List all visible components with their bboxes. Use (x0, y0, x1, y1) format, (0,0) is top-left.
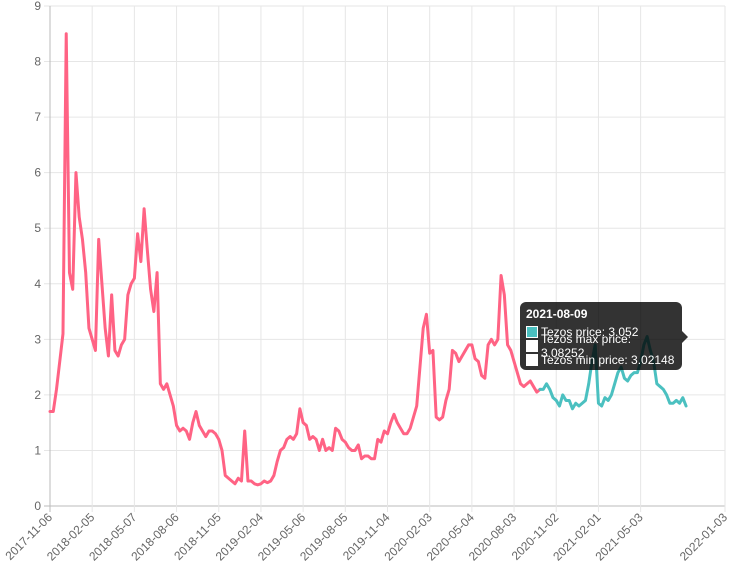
y-tick-label: 2 (34, 388, 41, 402)
tooltip-title: 2021-08-09 (526, 307, 588, 321)
y-tick-label: 8 (34, 55, 41, 69)
tooltip-swatch-max (526, 340, 538, 352)
series-line-0 (48, 32, 542, 487)
tooltip-label-price: Tezos price: 3.052 (541, 325, 639, 339)
tooltip-swatch-price (526, 326, 538, 338)
tooltip-label-max: Tezos max price: 3.08252 (541, 332, 632, 360)
y-tick-label: 4 (34, 277, 41, 291)
tooltip-swatch-min (526, 354, 538, 366)
tooltip-row-min: Tezos min price: 3.02148 (526, 353, 676, 367)
tooltip-row-max: Tezos max price: 3.08252 (526, 332, 676, 360)
tooltip: 2021-08-09 Tezos price: 3.052 Tezos max … (520, 302, 682, 370)
series-lines (48, 32, 688, 487)
grid (44, 5, 726, 512)
x-axis: 2017-11-062018-02-052018-05-072018-08-06… (2, 510, 730, 564)
x-tick-label: 2022-01-03 (677, 510, 731, 564)
series-line-1 (538, 335, 688, 411)
y-tick-label: 9 (34, 0, 41, 13)
tooltip-row-price: Tezos price: 3.052 (526, 325, 676, 339)
y-tick-label: 1 (34, 443, 41, 457)
y-tick-label: 0 (34, 499, 41, 513)
tooltip-label-min: Tezos min price: 3.02148 (541, 353, 675, 367)
tooltip-caret (682, 331, 688, 343)
y-tick-label: 3 (34, 332, 41, 346)
y-tick-label: 5 (34, 221, 41, 235)
y-tick-label: 6 (34, 166, 41, 180)
y-axis: 0 1 2 3 4 5 6 7 8 9 (34, 0, 41, 513)
y-tick-label: 7 (34, 110, 41, 124)
